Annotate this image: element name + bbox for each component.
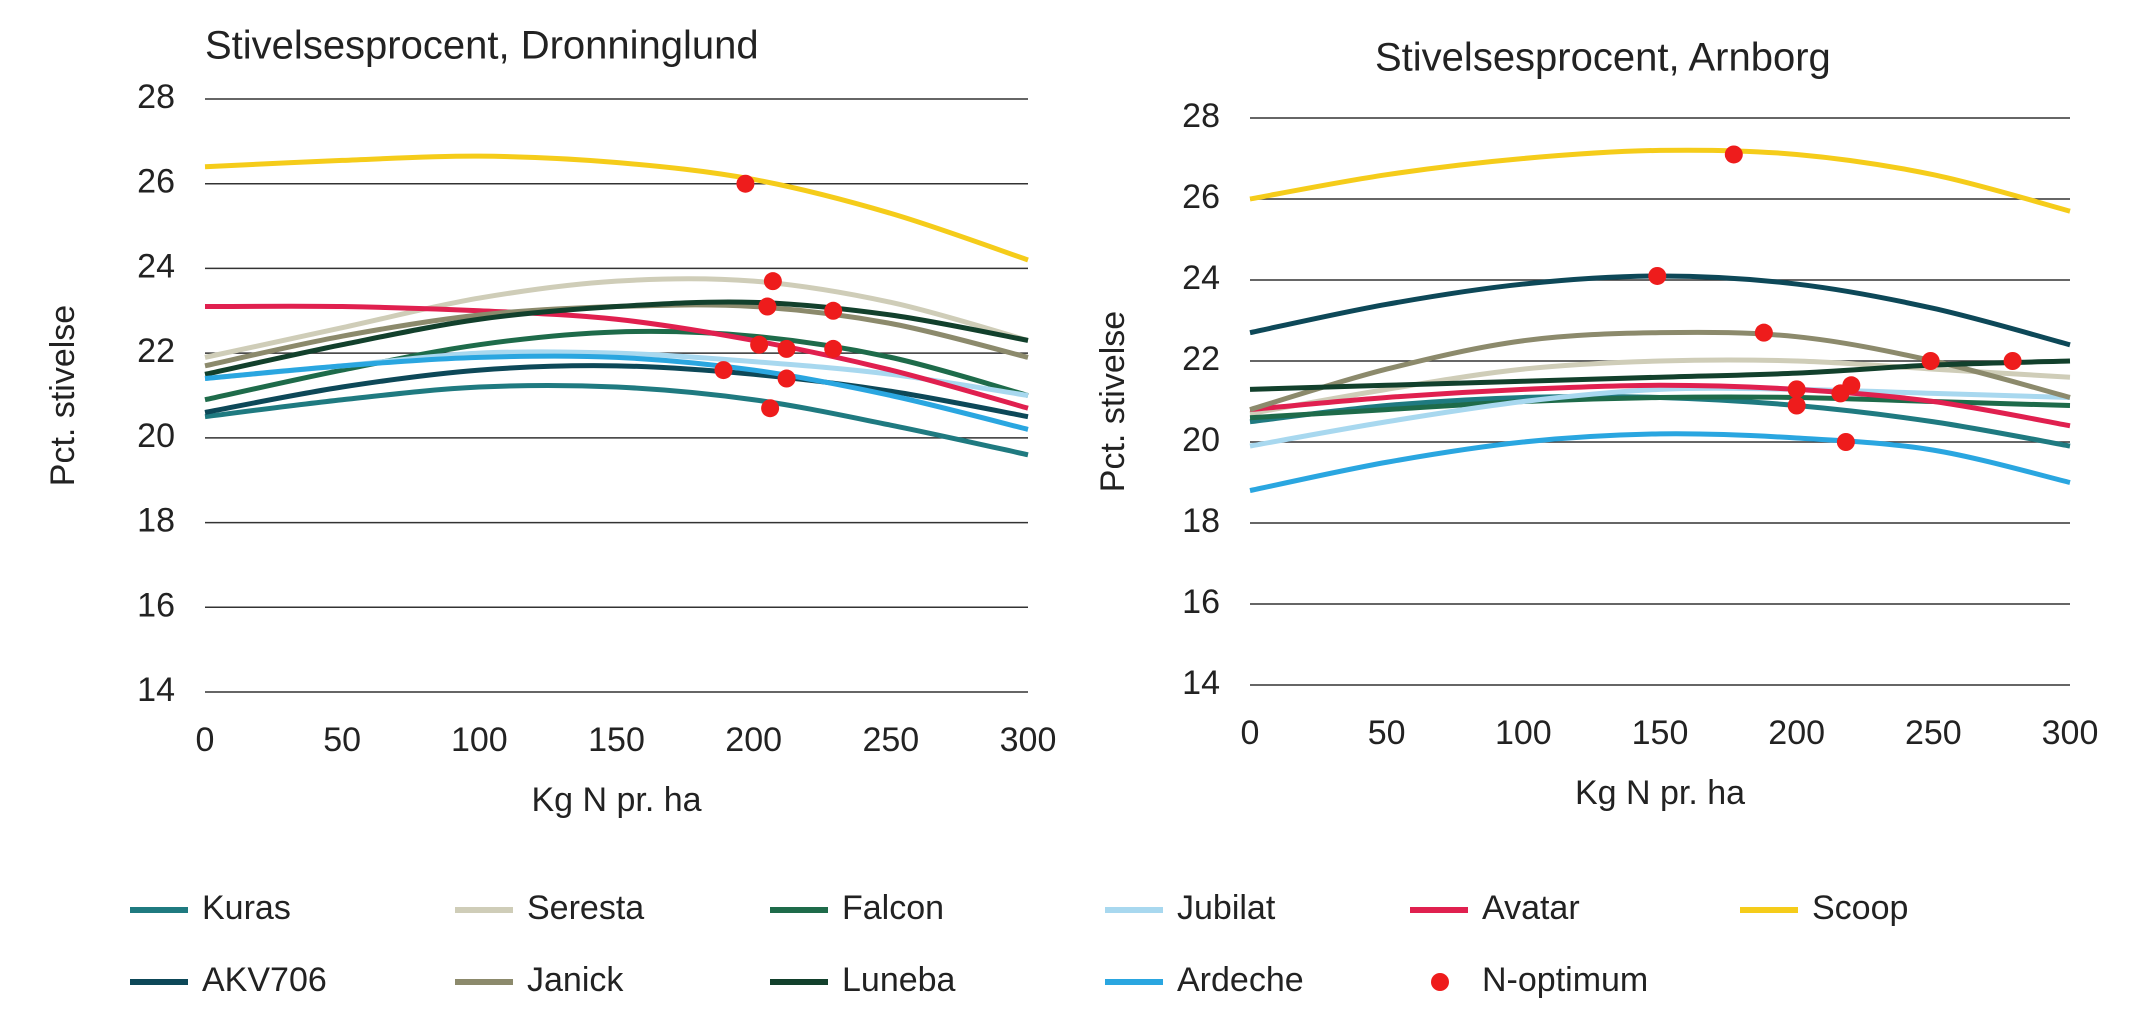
legend-label: AKV706 [202,961,327,999]
y-tick-label: 20 [137,417,175,455]
line-series [204,363,1029,420]
y-tick-label: 26 [137,163,175,201]
x-tick-label: 200 [1768,714,1825,752]
legend-marker [1431,973,1449,991]
y-tick-label: 14 [1182,664,1220,702]
legend-label: Luneba [842,961,956,999]
x-tick-label: 100 [451,721,508,759]
line-series [204,303,1029,411]
line-series [204,153,1029,263]
x-tick-label: 0 [1241,714,1260,752]
x-axis-label: Kg N pr. ha [531,781,701,819]
n-optimum-point [1648,266,1667,285]
legend-label: Avatar [1482,889,1580,927]
line-series [204,382,1029,458]
chart-title: Stivelsesprocent, Arnborg [1375,36,1831,80]
y-tick-label: 22 [1182,340,1220,378]
n-optimum-point [1836,433,1855,451]
x-tick-label: 200 [725,721,782,759]
y-axis-label: Pct. stivelse [44,305,82,486]
n-optimum-point [761,399,780,418]
y-tick-label: 16 [1182,583,1220,621]
x-tick-label: 250 [1905,714,1962,752]
legend-label: Scoop [1812,889,1908,927]
n-optimum-point [1842,376,1861,395]
y-tick-label: 26 [1182,178,1220,216]
n-optimum-point [824,301,843,320]
y-tick-label: 14 [137,671,175,709]
legend-label: Seresta [527,889,644,927]
n-optimum-point [714,361,733,380]
n-optimum-point [1787,380,1806,399]
y-tick-label: 28 [1182,97,1220,135]
line-series [1249,385,2071,449]
n-optimum-point [758,297,777,316]
n-optimum-point [824,339,843,358]
y-tick-label: 22 [137,332,175,370]
y-tick-label: 20 [1182,421,1220,459]
x-tick-label: 250 [862,721,919,759]
y-axis-label: Pct. stivelse [1094,311,1132,492]
legend-label: Falcon [842,889,944,927]
x-tick-label: 300 [2042,714,2099,752]
x-tick-label: 150 [1632,714,1689,752]
x-tick-label: 100 [1495,714,1552,752]
legend-label: Kuras [202,889,291,927]
n-optimum-point [1754,323,1773,342]
n-optimum-point [1787,396,1806,415]
y-tick-label: 16 [137,586,175,624]
y-tick-label: 18 [1182,502,1220,540]
n-optimum-point [736,174,755,193]
x-tick-label: 50 [1368,714,1406,752]
x-tick-label: 50 [323,721,361,759]
legend-label: N-optimum [1482,961,1648,999]
y-tick-label: 28 [137,78,175,116]
n-optimum-point [1921,352,1940,370]
x-axis-label: Kg N pr. ha [1575,774,1745,812]
x-tick-label: 300 [1000,721,1057,759]
line-series [1249,147,2071,214]
x-tick-label: 0 [196,721,215,759]
legend-label: Ardeche [1177,961,1304,999]
n-optimum-point [763,272,782,291]
n-optimum-point [777,369,796,388]
n-optimum-point [2003,352,2022,370]
y-tick-label: 24 [1182,259,1220,297]
x-tick-label: 150 [588,721,645,759]
line-series [204,276,1029,360]
y-tick-label: 18 [137,502,175,540]
line-series [1249,382,2071,429]
legend-label: Janick [527,961,624,999]
line-series [204,353,1029,432]
n-optimum-point [777,339,796,358]
line-series [1249,431,2071,494]
line-series [204,299,1029,377]
y-tick-label: 24 [137,247,175,285]
line-series [204,328,1029,403]
legend-label: Jubilat [1177,889,1276,927]
n-optimum-point [1724,145,1743,164]
n-optimum-point [750,335,769,354]
chart-title: Stivelsesprocent, Dronninglund [205,24,759,68]
